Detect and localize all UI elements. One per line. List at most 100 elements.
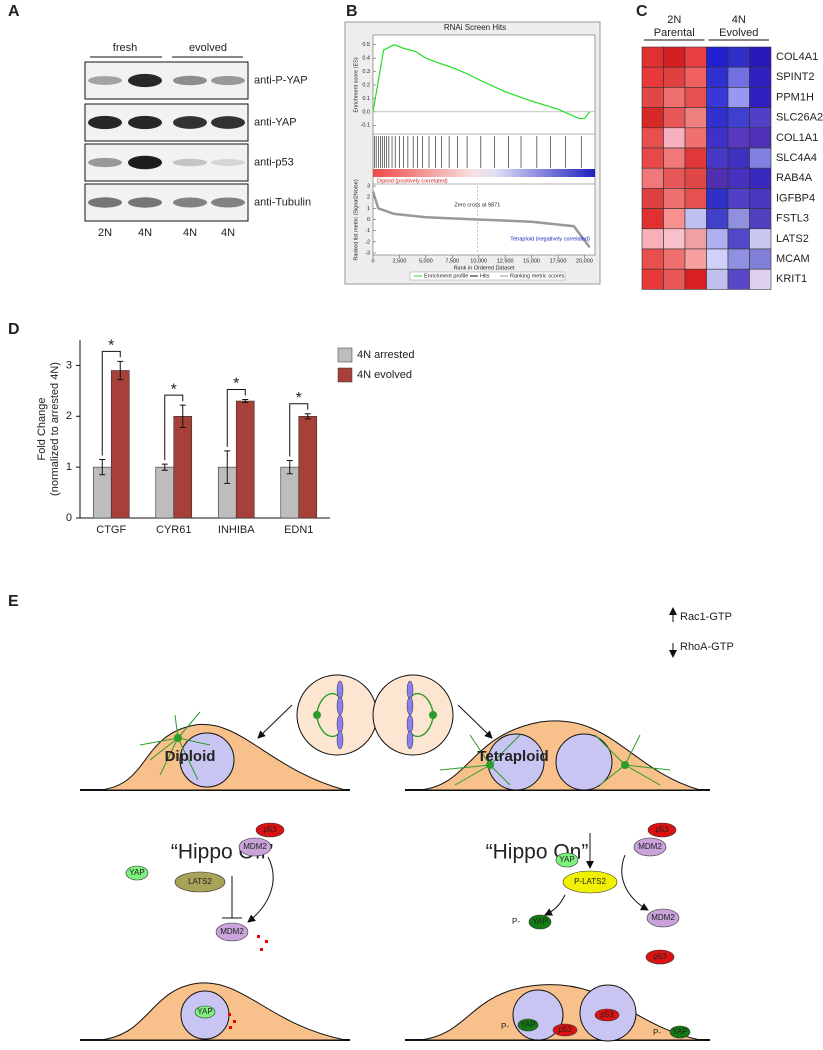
heatmap-cell	[750, 87, 772, 107]
band	[211, 159, 245, 166]
heatmap-cell	[642, 67, 664, 87]
y2-tick-label: 3	[367, 183, 370, 189]
molecule-label: p53	[263, 825, 277, 834]
blot-row-label: anti-YAP	[254, 116, 297, 128]
signal-label: RhoA-GTP	[680, 641, 734, 653]
heatmap-cell	[750, 128, 772, 148]
molecule-label: p53	[653, 952, 667, 961]
significance: *	[171, 381, 177, 398]
bar	[111, 371, 129, 518]
heatmap-cell	[685, 148, 707, 168]
y-tick-label: 3	[66, 359, 72, 371]
heatmap-cell	[707, 229, 729, 249]
heatmap-cell	[728, 67, 750, 87]
prefix: P-	[512, 917, 520, 926]
column-group: 4N	[732, 14, 746, 26]
heatmap-cell	[707, 128, 729, 148]
band	[88, 197, 122, 207]
molecule-label: MDM2	[638, 842, 662, 851]
heatmap-cell	[642, 148, 664, 168]
arrow	[622, 855, 648, 910]
heatmap-cell	[750, 67, 772, 87]
column-group: 2N	[667, 14, 681, 26]
band	[128, 197, 162, 207]
chart-title: RNAi Screen Hits	[444, 23, 506, 32]
y-tick-label: 1	[66, 461, 72, 473]
annotation: Tetraploid (negatively correlated)	[510, 236, 590, 242]
heatmap-cell	[685, 269, 707, 289]
y-tick-label: 0.0	[362, 109, 370, 115]
heatmap-cell	[664, 108, 686, 128]
molecule-label: p53	[655, 825, 669, 834]
heatmap-cell	[664, 269, 686, 289]
heatmap-cell	[728, 128, 750, 148]
blot-row-label: anti-P-YAP	[254, 74, 308, 86]
heatmap-cell	[685, 188, 707, 208]
heatmap-cell	[685, 209, 707, 229]
heatmap-cell	[664, 209, 686, 229]
heatmap-cell	[664, 47, 686, 67]
bar	[281, 467, 299, 518]
heatmap-cell	[707, 108, 729, 128]
heatmap-cell	[750, 188, 772, 208]
legend-label: 4N arrested	[357, 349, 414, 361]
band	[211, 116, 245, 129]
x-tick-label: 10,000	[470, 258, 487, 264]
panel-label: A	[8, 3, 20, 20]
band	[88, 116, 122, 129]
heatmap-cell	[707, 249, 729, 269]
gsea-plot-area	[373, 35, 595, 255]
heatmap-cell	[707, 67, 729, 87]
heatmap-cell	[664, 128, 686, 148]
row-label: IGFBP4	[776, 192, 815, 204]
heatmap-cell	[728, 249, 750, 269]
molecule-label: MDM2	[220, 927, 244, 936]
heatmap-cell	[728, 148, 750, 168]
row-label: SLC4A4	[776, 152, 817, 164]
heatmap-cell	[664, 249, 686, 269]
molecule-label: YAP	[559, 855, 574, 864]
row-label: SPINT2	[776, 71, 815, 83]
heatmap-cell	[642, 47, 664, 67]
molecule-label: LATS2	[188, 877, 212, 886]
y2-tick-label: 2	[367, 195, 370, 201]
diagram-layout	[80, 608, 710, 1041]
y-tick-label: 0.1	[362, 96, 370, 102]
molecule-label: YAP	[197, 1007, 212, 1016]
panel-label: E	[8, 593, 19, 610]
heatmap-cell	[685, 67, 707, 87]
heatmap-cell	[642, 229, 664, 249]
band	[88, 158, 122, 167]
bar	[236, 401, 254, 518]
row-label: LATS2	[776, 233, 809, 245]
heatmap-cell	[685, 128, 707, 148]
heatmap-cell	[728, 188, 750, 208]
heatmap-cell	[664, 229, 686, 249]
molecule-label: YAP	[129, 868, 144, 877]
y2-tick-label: -1	[365, 228, 370, 234]
heatmap-cell	[642, 108, 664, 128]
band	[128, 116, 162, 129]
heatmap-cell	[750, 168, 772, 188]
heatmap-cell	[728, 87, 750, 107]
band	[173, 198, 207, 208]
y2-tick-label: -3	[365, 250, 370, 256]
blot-group: fresh	[113, 42, 137, 54]
heatmap-cell	[707, 188, 729, 208]
heatmap-cell	[750, 249, 772, 269]
legend-label: Ranking metric scores	[510, 273, 565, 279]
heatmap-cell	[728, 108, 750, 128]
heatmap-cell	[707, 148, 729, 168]
y-tick-label: 0.5	[362, 42, 370, 48]
y-tick-label: -0.1	[361, 123, 370, 129]
lane-label: 4N	[221, 227, 235, 239]
heatmap-cell	[750, 148, 772, 168]
heatmap-cell	[642, 128, 664, 148]
panel-label: D	[8, 321, 20, 338]
heatmap-cell	[750, 269, 772, 289]
band	[173, 76, 207, 86]
heatmap-cell	[750, 229, 772, 249]
bar	[156, 467, 174, 518]
state-label: Tetraploid	[477, 748, 548, 765]
